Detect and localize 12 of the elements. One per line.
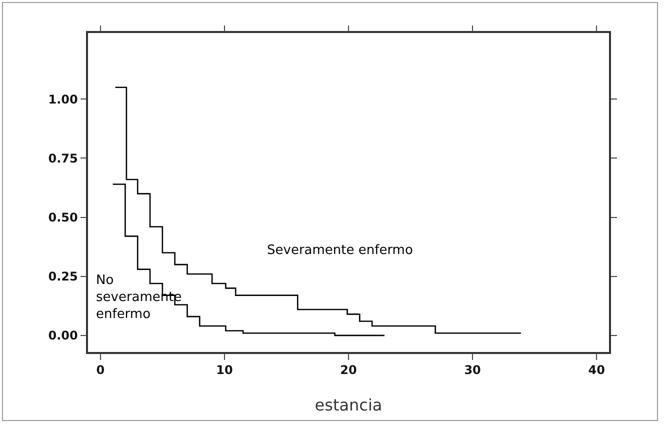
y-tick-label: 0.50 <box>48 210 78 225</box>
y-tick-label: 1.00 <box>48 92 78 106</box>
x-tick-label: 10 <box>216 363 233 378</box>
x-tick-label: 0 <box>96 363 105 378</box>
y-tick-label: 0.00 <box>48 328 78 343</box>
y-tick-label: 0.75 <box>48 151 78 166</box>
text: Severamente enfermo <box>267 243 413 258</box>
x-tick-label: 30 <box>464 363 481 378</box>
x-tick-label: 20 <box>340 363 357 378</box>
x-axis-title: estancia <box>314 396 382 414</box>
x-tick-label: 40 <box>588 363 605 378</box>
y-tick-label: 0.25 <box>48 270 78 284</box>
